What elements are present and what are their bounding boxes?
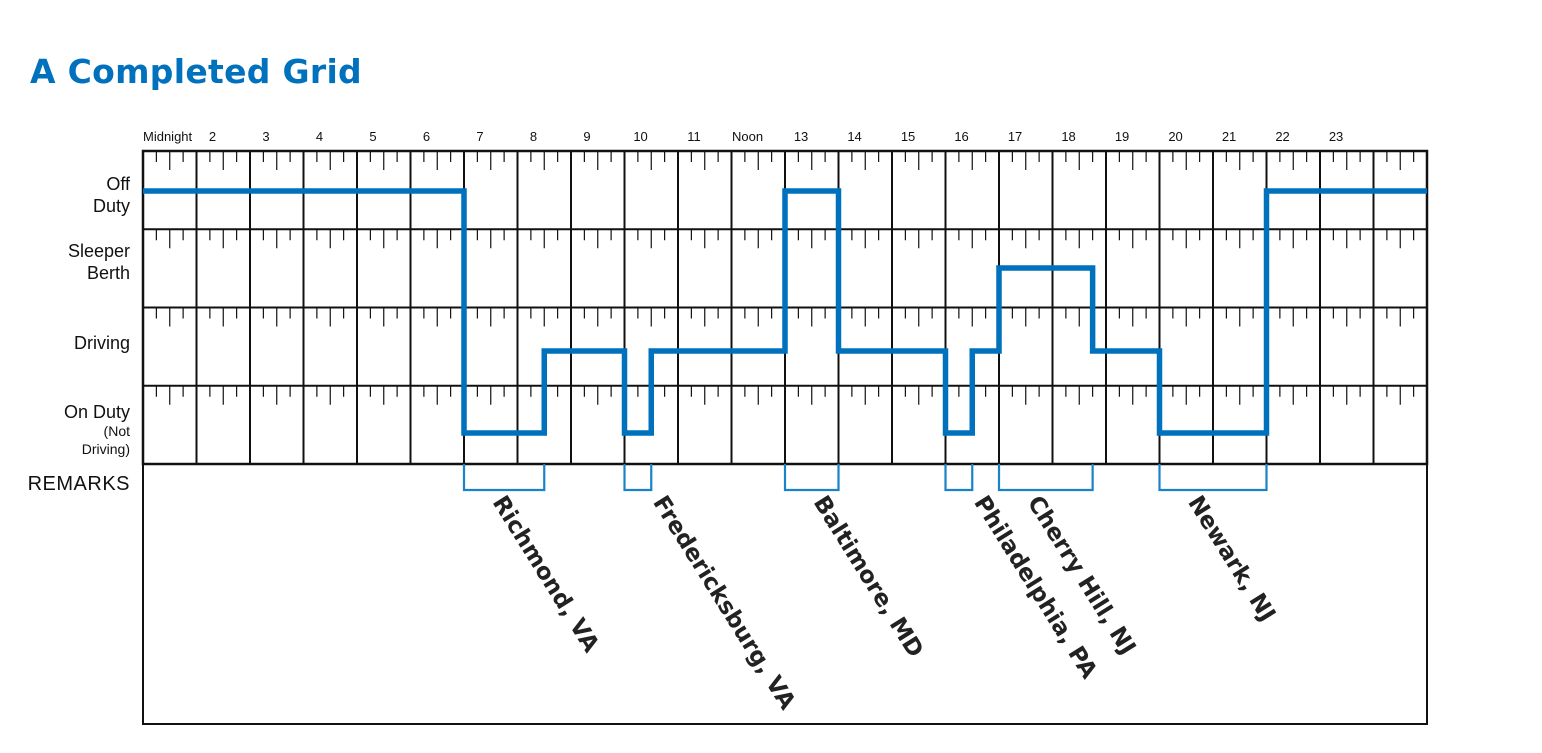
remark-location: Richmond, VA xyxy=(487,491,604,657)
hour-label: 22 xyxy=(1275,129,1289,144)
hour-label: 17 xyxy=(1008,129,1022,144)
hour-label: 21 xyxy=(1222,129,1236,144)
remark-location: Baltimore, MD xyxy=(808,491,928,662)
hour-labels: Midnight 2 3 4 5 6 7 8 9 10 11 Noon 13 14 15 16 17 18 19 20… xyxy=(143,129,1343,144)
hour-label: 3 xyxy=(262,129,269,144)
hour-label: Noon xyxy=(732,129,763,144)
hour-label: 10 xyxy=(633,129,647,144)
hour-label: 16 xyxy=(954,129,968,144)
hour-label: 18 xyxy=(1061,129,1075,144)
row-label: Driving xyxy=(74,333,130,353)
row-label: (Not xyxy=(104,423,131,439)
hour-label: 8 xyxy=(530,129,537,144)
hour-label: 5 xyxy=(369,129,376,144)
hour-label: 7 xyxy=(476,129,483,144)
hour-label: 20 xyxy=(1168,129,1182,144)
row-label: Driving) xyxy=(82,441,130,457)
hour-label: 14 xyxy=(847,129,861,144)
hour-label: 23 xyxy=(1329,129,1343,144)
remarks-bracket xyxy=(997,464,1094,492)
remarks-bracket xyxy=(944,464,974,492)
hour-label: 9 xyxy=(583,129,590,144)
remarks-bracket xyxy=(1158,464,1268,492)
row-label: On Duty xyxy=(64,402,130,422)
hour-label: 13 xyxy=(794,129,808,144)
hour-label: 15 xyxy=(901,129,915,144)
hour-label: Midnight xyxy=(143,129,193,144)
duty-status-line xyxy=(143,188,1427,436)
remark-location: Newark, NJ xyxy=(1182,491,1280,626)
row-label: Off xyxy=(106,174,131,194)
remarks-label: REMARKS xyxy=(28,473,130,495)
hour-label: 11 xyxy=(687,129,701,144)
remarks-brackets xyxy=(462,464,1268,492)
remarks-bracket xyxy=(462,464,546,492)
remarks-bracket xyxy=(783,464,840,492)
remarks-bracket xyxy=(623,464,653,492)
hour-label: 4 xyxy=(316,129,323,144)
row-label: Duty xyxy=(93,196,130,216)
row-label: Berth xyxy=(87,263,130,283)
row-label: Sleeper xyxy=(68,241,130,261)
hour-label: 6 xyxy=(423,129,430,144)
hour-label: 2 xyxy=(209,129,216,144)
duty-status-path xyxy=(143,188,1427,436)
remark-location: Fredericksburg, VA xyxy=(647,491,800,714)
remarks-locations: Richmond, VA Fredericksburg, VA Baltimore,… xyxy=(487,491,1280,714)
page-title: A Completed Grid xyxy=(30,52,362,91)
hour-label: 19 xyxy=(1115,129,1129,144)
